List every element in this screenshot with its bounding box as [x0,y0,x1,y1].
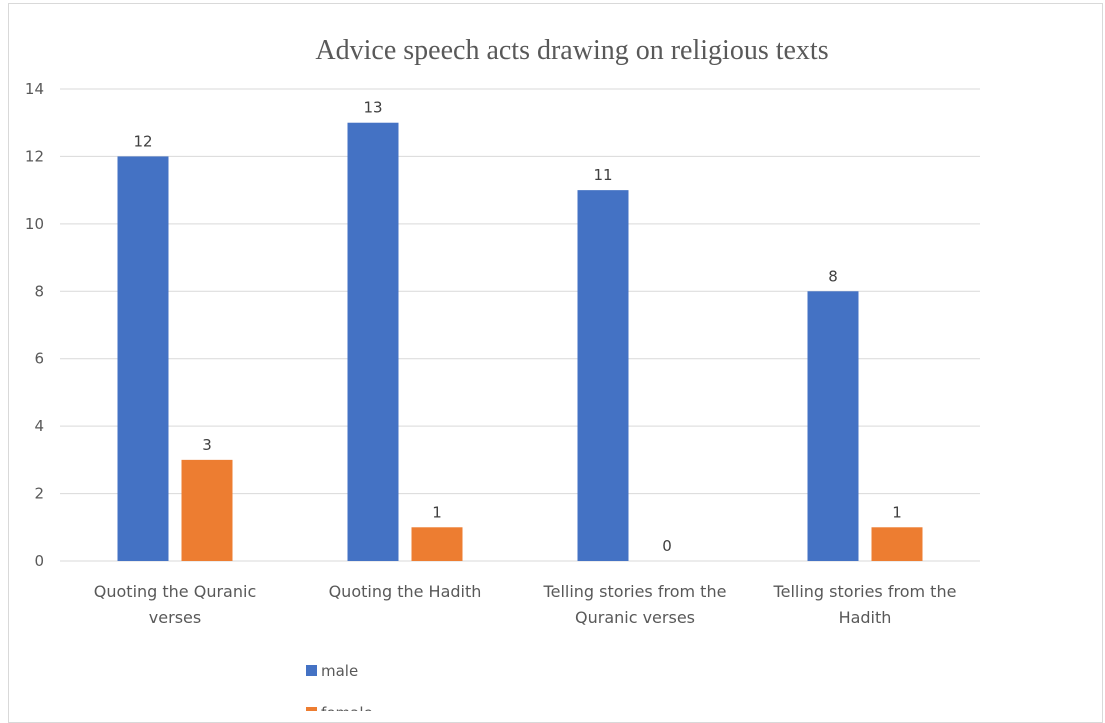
bar-female [181,459,233,561]
chart-frame [8,3,1103,723]
x-category-label: Quoting the Hadith [329,582,482,601]
legend-item-female: female [306,704,373,711]
data-labels: 12 13 11 8 3 1 0 1 [133,99,901,555]
y-tick-label: 2 [34,485,44,503]
data-label-female: 1 [892,503,902,521]
x-axis-categories: Quoting the Quranic verses Quoting the Had… [94,582,957,627]
bars [117,122,923,561]
data-label-female: 1 [432,503,442,521]
legend-swatch [306,707,317,711]
legend-swatch [306,665,317,676]
legend: male female [306,662,373,711]
legend-label: male [321,662,358,680]
y-tick-label: 14 [25,80,44,98]
y-tick-label: 12 [25,147,44,165]
x-category-label: Hadith [839,608,892,627]
data-label-male: 11 [593,166,612,184]
x-category-label: verses [149,608,201,627]
chart-title: Advice speech acts drawing on religious … [315,35,828,66]
legend-item-male: male [306,662,358,680]
y-axis-ticks: 0 2 4 6 8 10 12 14 [25,80,44,570]
data-label-male: 8 [828,267,838,285]
bar-male [117,156,169,561]
bar-male [347,122,399,561]
legend-label: female [321,704,373,711]
bar-female [871,527,923,561]
data-label-male: 13 [363,99,382,117]
x-category-label: Telling stories from the [773,582,957,601]
x-category-label: Quranic verses [575,608,695,627]
bar-female [411,527,463,561]
bar-male [807,291,859,561]
x-category-label: Telling stories from the [543,582,727,601]
bar-male [577,190,629,561]
y-tick-label: 10 [25,215,44,233]
data-label-female: 0 [662,537,672,555]
x-category-label: Quoting the Quranic [94,582,256,601]
data-label-male: 12 [133,132,152,150]
y-tick-label: 8 [34,282,44,300]
y-tick-label: 4 [34,417,44,435]
y-tick-label: 0 [34,552,44,570]
y-tick-label: 6 [34,350,44,368]
data-label-female: 3 [202,436,212,454]
